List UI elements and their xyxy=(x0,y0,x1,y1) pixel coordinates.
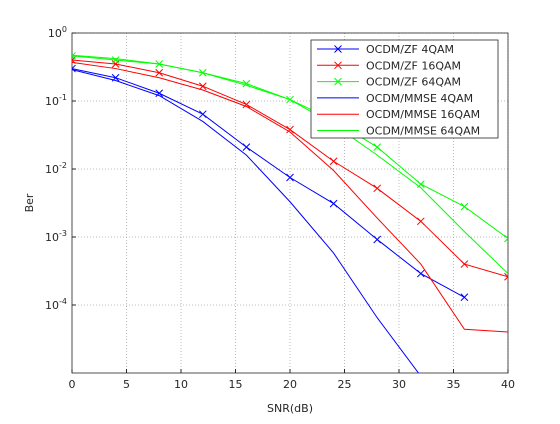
x-tick-label: 15 xyxy=(229,378,243,391)
legend-label: OCDM/MMSE 4QAM xyxy=(366,92,473,105)
legend-label: OCDM/ZF 4QAM xyxy=(366,43,454,56)
marker xyxy=(504,272,508,281)
legend-box xyxy=(310,39,499,139)
marker xyxy=(111,56,120,64)
legend-marker xyxy=(334,61,342,70)
marker xyxy=(155,89,164,98)
series-line xyxy=(72,54,508,274)
marker xyxy=(111,60,120,68)
x-tick-label: 40 xyxy=(501,378,515,391)
marker xyxy=(242,100,251,109)
marker xyxy=(198,82,207,91)
series-line xyxy=(72,69,420,373)
legend-label: OCDM/ZF 16QAM xyxy=(366,59,461,72)
marker xyxy=(373,184,382,193)
x-tick-label: 5 xyxy=(123,378,130,391)
y-tick-label: 10-2 xyxy=(45,161,67,176)
y-tick-label: 10-3 xyxy=(45,229,67,244)
x-tick-label: 30 xyxy=(392,378,406,391)
marker xyxy=(460,293,469,302)
marker xyxy=(329,199,338,208)
x-axis-label: SNR(dB) xyxy=(267,402,313,415)
marker xyxy=(242,143,251,151)
x-tick-label: 20 xyxy=(283,378,297,391)
marker xyxy=(416,217,425,226)
y-axis-label: Ber xyxy=(23,193,36,212)
x-tick-label: 35 xyxy=(447,378,461,391)
legend-label: OCDM/MMSE 16QAM xyxy=(366,108,480,121)
x-tick-label: 25 xyxy=(338,378,352,391)
plot-clip xyxy=(72,52,508,373)
legend-marker xyxy=(334,77,342,86)
legend-label: OCDM/MMSE 64QAM xyxy=(366,125,480,138)
legend-label: OCDM/ZF 64QAM xyxy=(366,76,461,89)
marker xyxy=(329,157,338,166)
marker xyxy=(286,173,294,182)
x-tick-label: 10 xyxy=(174,378,188,391)
marker xyxy=(155,68,164,77)
marker xyxy=(72,52,76,60)
y-tick-label: 10-4 xyxy=(45,297,67,312)
marker xyxy=(460,260,469,268)
marker xyxy=(460,202,469,211)
marker xyxy=(286,125,294,134)
marker xyxy=(72,64,76,73)
y-tick-label: 100 xyxy=(48,25,67,40)
marker xyxy=(373,235,382,244)
marker xyxy=(198,110,207,119)
legend-marker xyxy=(334,45,342,53)
series-line xyxy=(72,61,508,333)
marker xyxy=(416,269,425,278)
marker xyxy=(373,143,382,151)
marker xyxy=(504,234,508,243)
x-tick-label: 0 xyxy=(69,378,76,391)
series-line xyxy=(72,68,465,298)
axes-box xyxy=(71,32,509,374)
y-tick-label: 10-1 xyxy=(45,93,67,108)
